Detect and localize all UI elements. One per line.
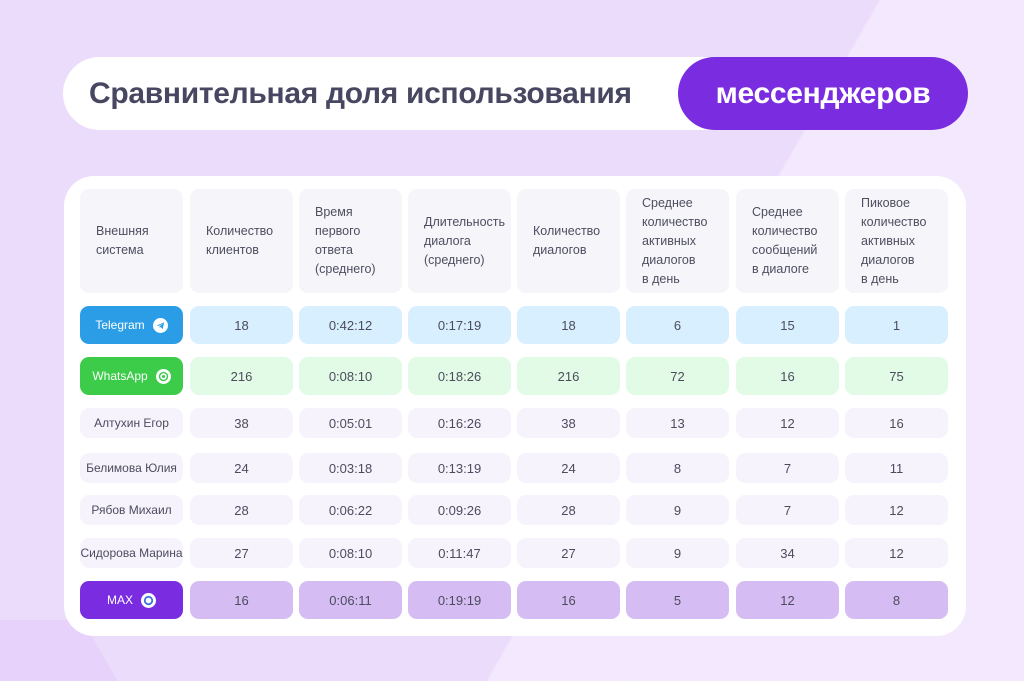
- table-cell: 7: [736, 495, 839, 525]
- max-badge: MAX: [80, 581, 183, 619]
- table-cell: 38: [517, 408, 620, 438]
- telegram-badge: Telegram: [80, 306, 183, 344]
- table-cell: 12: [845, 495, 948, 525]
- operator-name: Белимова Юлия: [80, 453, 183, 483]
- table-cell: 216: [190, 357, 293, 395]
- table-cell: 7: [736, 453, 839, 483]
- table-cell: 16: [190, 581, 293, 619]
- table-cell: 11: [845, 453, 948, 483]
- table-cell: 216: [517, 357, 620, 395]
- table-cell: 0:17:19: [408, 306, 511, 344]
- header-avg-active-dialogs: Среднее количество активных диалогов в д…: [626, 189, 729, 293]
- table-cell: 6: [626, 306, 729, 344]
- page-title: Сравнительная доля использования: [89, 77, 632, 110]
- header-peak-active-dialogs: Пиковое количество активных диалогов в д…: [845, 189, 948, 293]
- header-clients-count: Количество клиентов: [190, 189, 293, 293]
- table-cell: 0:03:18: [299, 453, 402, 483]
- table-cell: 16: [845, 408, 948, 438]
- table-cell: 5: [626, 581, 729, 619]
- system-name: WhatsApp: [92, 369, 148, 383]
- table-cell: 1: [845, 306, 948, 344]
- table-cell: 16: [736, 357, 839, 395]
- table-cell: 18: [517, 306, 620, 344]
- header-label: Пиковое количество активных диалогов в д…: [861, 195, 927, 286]
- table-cell: 0:06:11: [299, 581, 402, 619]
- table-cell: 8: [626, 453, 729, 483]
- header-label: Время первого ответа (среднего): [315, 205, 376, 276]
- whatsapp-badge: WhatsApp: [80, 357, 183, 395]
- table-cell: 0:09:26: [408, 495, 511, 525]
- operator-name: Сидорова Марина: [80, 538, 183, 568]
- header-first-response-time: Время первого ответа (среднего): [299, 189, 402, 293]
- header-external-system: Внешняя система: [80, 189, 183, 293]
- table-cell: 13: [626, 408, 729, 438]
- table-cell: 0:18:26: [408, 357, 511, 395]
- table-cell: 0:16:26: [408, 408, 511, 438]
- table-cell: 12: [845, 538, 948, 568]
- header-label: Длительность диалога (среднего): [424, 214, 506, 267]
- header-label: Среднее количество сообщений в диалоге: [752, 205, 818, 276]
- comparison-table: Внешняя система Количество клиентов Врем…: [64, 176, 966, 636]
- table-cell: 27: [190, 538, 293, 568]
- table-cell: 0:06:22: [299, 495, 402, 525]
- title-banner: Сравнительная доля использования мессенд…: [63, 57, 968, 130]
- table-cell: 0:19:19: [408, 581, 511, 619]
- table-cell: 0:08:10: [299, 538, 402, 568]
- table-cell: 12: [736, 408, 839, 438]
- header-avg-messages: Среднее количество сообщений в диалоге: [736, 189, 839, 293]
- table-cell: 16: [517, 581, 620, 619]
- table-cell: 9: [626, 495, 729, 525]
- table-cell: 28: [190, 495, 293, 525]
- table-cell: 38: [190, 408, 293, 438]
- table-cell: 27: [517, 538, 620, 568]
- table-cell: 8: [845, 581, 948, 619]
- header-label: Внешняя система: [96, 224, 149, 257]
- header-dialog-duration: Длительность диалога (среднего): [408, 189, 511, 293]
- table-cell: 24: [517, 453, 620, 483]
- max-icon: [141, 592, 156, 608]
- table-cell: 34: [736, 538, 839, 568]
- table-cell: 0:08:10: [299, 357, 402, 395]
- header-dialogs-count: Количество диалогов: [517, 189, 620, 293]
- table-cell: 15: [736, 306, 839, 344]
- page-title-accent: мессенджеров: [678, 57, 968, 130]
- telegram-icon: [152, 317, 168, 333]
- operator-name: Рябов Михаил: [80, 495, 183, 525]
- system-name: MAX: [106, 593, 133, 607]
- table-cell: 28: [517, 495, 620, 525]
- table-cell: 12: [736, 581, 839, 619]
- table-cell: 0:11:47: [408, 538, 511, 568]
- table-cell: 0:42:12: [299, 306, 402, 344]
- table-cell: 75: [845, 357, 948, 395]
- table-cell: 0:05:01: [299, 408, 402, 438]
- table-cell: 72: [626, 357, 729, 395]
- table-cell: 9: [626, 538, 729, 568]
- header-label: Среднее количество активных диалогов в д…: [642, 195, 708, 286]
- table-cell: 0:13:19: [408, 453, 511, 483]
- header-label: Количество клиентов: [206, 224, 274, 257]
- table-cell: 18: [190, 306, 293, 344]
- header-label: Количество диалогов: [533, 224, 601, 257]
- table-cell: 24: [190, 453, 293, 483]
- operator-name: Алтухин Егор: [80, 408, 183, 438]
- whatsapp-icon: [155, 368, 171, 384]
- system-name: Telegram: [95, 318, 145, 332]
